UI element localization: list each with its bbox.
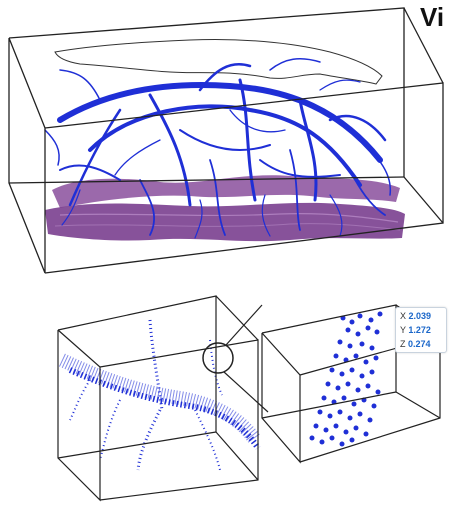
zoom-callout-circle-icon[interactable] [202,342,234,374]
datatip[interactable]: X 2.039 Y 1.272 Z 0.274 [395,307,447,353]
datatip-y-label: Y [400,325,406,335]
page-title: Vi [420,2,444,32]
bottom-left-box-frame [57,295,259,502]
tissue-slab [45,175,405,242]
bottom-left-3d-axes-box[interactable] [57,295,261,502]
datatip-z-label: Z [400,339,406,349]
top-box-frame [8,7,444,274]
point-cloud-right [309,311,383,447]
datatip-x-label: X [400,311,407,321]
datatip-y-value: 1.272 [408,325,431,335]
datatip-x-value: 2.039 [408,311,432,321]
datatip-z-value: 0.274 [408,339,431,349]
bottom-right-3d-axes-box[interactable] [261,304,441,464]
vascular-network [44,57,392,239]
tissue-outline [54,39,383,85]
zoom-callout [202,304,269,413]
top-3d-axes-box[interactable] [8,7,444,274]
